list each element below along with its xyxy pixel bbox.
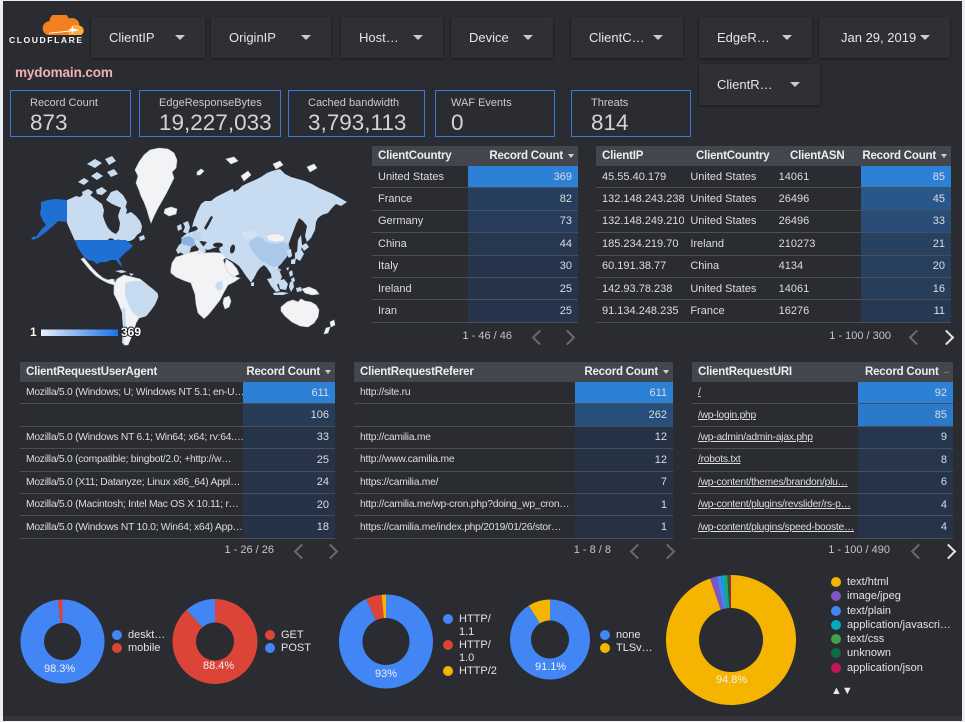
svg-text:1: 1: [30, 325, 37, 339]
svg-text:369: 369: [121, 325, 141, 339]
svg-text:CLOUDFLARE: CLOUDFLARE: [9, 35, 84, 45]
